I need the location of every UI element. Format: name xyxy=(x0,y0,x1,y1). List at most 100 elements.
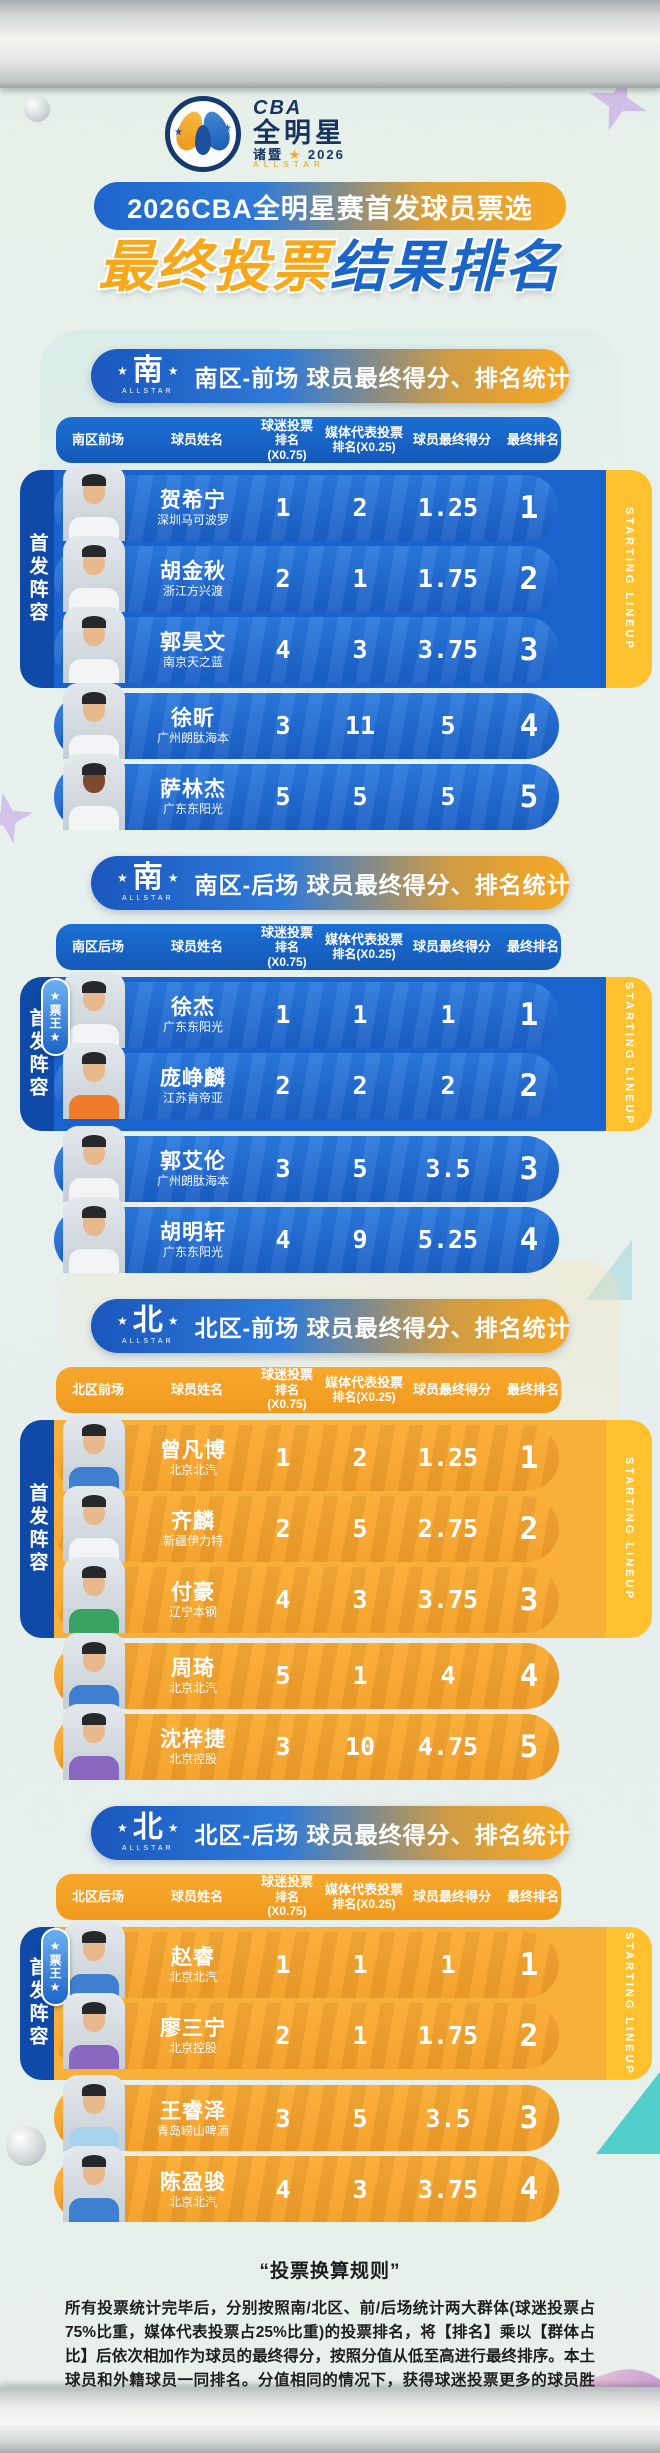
player-photo xyxy=(63,2146,125,2223)
starting-lineup-latin-label: STARTING LINEUP xyxy=(623,1456,635,1601)
player-team: 北京控股 xyxy=(168,2040,217,2055)
table-row: 胡明轩 广东东阳光 4 9 5.25 4 xyxy=(54,1196,559,1273)
fan-vote-rank: 1 xyxy=(275,493,291,523)
player-photo xyxy=(63,606,125,683)
player-name: 齐麟 xyxy=(171,1509,215,1533)
media-vote-rank: 1 xyxy=(352,564,368,594)
final-score: 2 xyxy=(440,1071,456,1101)
media-vote-rank: 2 xyxy=(352,1071,368,1101)
player-team: 广东东阳光 xyxy=(162,1244,223,1259)
final-rank: 1 xyxy=(519,1439,539,1476)
media-vote-rank: 1 xyxy=(352,1950,368,1980)
fan-vote-rank: 5 xyxy=(275,1661,291,1691)
player-team: 北京北汽 xyxy=(168,2194,217,2209)
final-score: 1.25 xyxy=(417,1443,479,1473)
player-team: 北京北汽 xyxy=(168,1969,217,1984)
table-row: 王睿泽 青岛崂山啤酒 3 5 3.5 3 xyxy=(54,2075,559,2152)
media-vote-rank: 5 xyxy=(352,2103,368,2133)
allstar-logo-icon: ★ ★ xyxy=(165,96,241,172)
media-vote-rank: 2 xyxy=(352,493,368,523)
region-emblem: ★ 南 ★ ALLSTAR xyxy=(117,861,179,903)
player-team: 深圳马可波罗 xyxy=(156,513,229,528)
final-rank: 3 xyxy=(519,1150,539,1187)
player-name: 王睿泽 xyxy=(160,2099,226,2123)
final-score: 5 xyxy=(440,782,456,812)
final-rank: 4 xyxy=(519,707,539,744)
vote-king-badge: ★票王★ xyxy=(41,1927,70,2006)
table-row: 庞峥麟 江苏肯帝亚 2 2 2 2 xyxy=(54,1042,559,1119)
final-rank: 3 xyxy=(519,631,539,668)
player-name: 廖三宁 xyxy=(160,2016,226,2040)
player-name: 陈盈骏 xyxy=(160,2170,226,2194)
table-row: 廖三宁 北京控股 2 1 1.75 2 xyxy=(54,1992,559,2069)
media-vote-rank: 3 xyxy=(352,2174,368,2204)
player-photo xyxy=(63,971,125,1048)
fan-vote-rank: 2 xyxy=(275,1514,291,1544)
final-rank: 5 xyxy=(519,1728,539,1765)
table-header: 南区后场 球员姓名 球迷投票 排名(X0.75) 媒体代表投票 排名(X0.25) … xyxy=(56,923,561,970)
section-north-frontcourt: ★ 北 ★ ALLSTAR 北区-前场 球员最终得分、排名统计 北区前场 球员姓名 … xyxy=(0,1298,660,1780)
final-rank: 1 xyxy=(519,996,539,1033)
logo-cba-text: CBA xyxy=(253,97,303,120)
final-score: 1 xyxy=(440,1950,456,1980)
table-row: 郭昊文 南京天之蓝 4 3 3.75 3 xyxy=(54,606,559,683)
fan-vote-rank: 3 xyxy=(275,1154,291,1184)
player-photo xyxy=(63,682,125,759)
media-vote-rank: 1 xyxy=(352,2021,368,2051)
table-row: 萨林杰 广东东阳光 5 5 5 5 xyxy=(54,753,559,830)
fan-vote-rank: 4 xyxy=(275,1585,291,1615)
player-team: 广东东阳光 xyxy=(162,802,223,817)
final-score: 1 xyxy=(440,1000,456,1030)
player-name: 曾凡博 xyxy=(160,1438,226,1462)
fan-vote-rank: 4 xyxy=(275,2174,291,2204)
media-vote-rank: 2 xyxy=(352,1443,368,1473)
rules-title: “投票换算规则” xyxy=(259,2261,401,2283)
fan-vote-rank: 1 xyxy=(275,1000,291,1030)
player-name: 胡明轩 xyxy=(160,1220,226,1244)
final-score: 3.75 xyxy=(417,2174,479,2204)
player-photo xyxy=(63,2075,125,2152)
starting-lineup-label: 首发阵容 xyxy=(26,532,48,625)
player-team: 青岛崂山啤酒 xyxy=(156,2123,229,2138)
player-photo xyxy=(63,535,125,612)
final-rank: 2 xyxy=(519,1067,539,1104)
page-title: 最终投票结果排名 xyxy=(98,235,562,298)
media-vote-rank: 3 xyxy=(352,1585,368,1615)
player-photo xyxy=(63,753,125,830)
fan-vote-rank: 2 xyxy=(275,564,291,594)
player-name: 沈梓捷 xyxy=(160,1727,226,1751)
fan-vote-rank: 4 xyxy=(275,1225,291,1255)
player-name: 贺希宁 xyxy=(160,489,226,512)
fan-vote-rank: 2 xyxy=(275,2021,291,2051)
starting-lineup-label: 首发阵容 xyxy=(26,1482,48,1575)
fan-vote-rank: 1 xyxy=(275,1443,291,1473)
table-row: ★票王★ 徐杰 广东东阳光 1 1 1 1 xyxy=(41,971,559,1056)
player-photo xyxy=(63,1485,125,1562)
final-score: 4 xyxy=(440,1661,456,1691)
player-photo xyxy=(63,1196,125,1273)
player-photo xyxy=(63,1703,125,1780)
player-photo xyxy=(63,1042,125,1119)
starting-lineup-latin-label: STARTING LINEUP xyxy=(623,506,635,651)
voting-rules: “投票换算规则” 所有投票统计完毕后，分别按照南/北区、前/后场统计两大群体(球… xyxy=(65,2256,595,2417)
table-row: 胡金秋 浙江方兴渡 2 1 1.75 2 xyxy=(54,535,559,612)
section-title: 北区-后场 球员最终得分、排名统计 xyxy=(194,1821,571,1848)
logo-year-text: 诸暨 ★ 2026 xyxy=(253,146,345,162)
cba-allstar-logo: ★ ★ CBA 全明星 诸暨 ★ 2026 ALLSTAR xyxy=(165,96,495,172)
media-vote-rank: 1 xyxy=(352,1661,368,1691)
final-rank: 5 xyxy=(519,778,539,815)
table-header: 北区前场 球员姓名 球迷投票 排名(X0.75) 媒体代表投票 排名(X0.25) … xyxy=(56,1366,561,1413)
player-name: 胡金秋 xyxy=(160,560,226,583)
starting-lineup-panel: 首发阵容 贺希宁 深圳马可波罗 1 2 1.25 1 胡金秋 浙江方兴渡 xyxy=(20,464,652,688)
final-score: 4.75 xyxy=(417,1732,479,1762)
starting-lineup-latin-label: STARTING LINEUP xyxy=(623,981,635,1126)
player-team: 南京天之蓝 xyxy=(162,655,223,670)
player-photo xyxy=(63,1414,125,1491)
player-team: 北京北汽 xyxy=(168,1462,217,1477)
final-rank: 3 xyxy=(519,1581,539,1618)
fan-vote-rank: 3 xyxy=(275,2103,291,2133)
final-rank: 1 xyxy=(519,1946,539,1983)
player-name: 郭昊文 xyxy=(160,631,226,654)
media-vote-rank: 1 xyxy=(352,1000,368,1030)
player-photo xyxy=(63,1632,125,1709)
